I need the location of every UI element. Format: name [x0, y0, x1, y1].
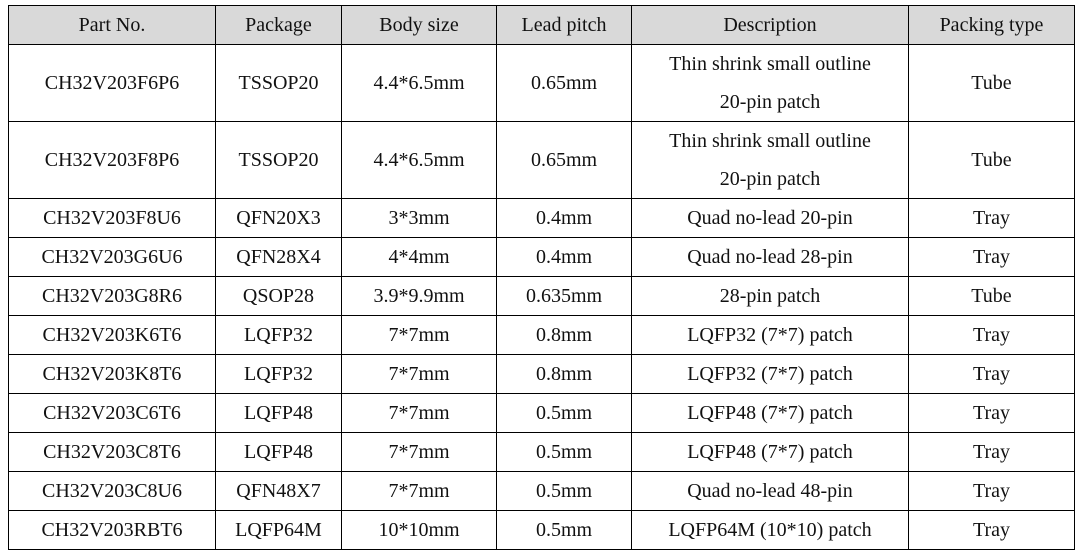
- table-cell: LQFP32: [215, 315, 342, 355]
- table-cell: 4*4mm: [341, 237, 497, 277]
- table-cell: 0.65mm: [496, 121, 632, 199]
- table-cell: LQFP48: [215, 432, 342, 472]
- table-row: CH32V203C8U6 QFN48X7 7*7mm 0.5mm Quad no-lea…: [8, 471, 1075, 511]
- table-cell: 7*7mm: [341, 315, 497, 355]
- table-cell: Tray: [908, 510, 1075, 550]
- header-cell: Description: [631, 5, 909, 45]
- table-row: CH32V203G6U6 QFN28X4 4*4mm 0.4mm Quad no-lea…: [8, 237, 1075, 277]
- table-cell: Tray: [908, 354, 1075, 394]
- table-row: CH32V203F8U6 QFN20X3 3*3mm 0.4mm Quad no-lea…: [8, 198, 1075, 238]
- header-row: Part No. Package Body size Lead pitch Descri…: [8, 5, 1075, 45]
- table-cell: 0.65mm: [496, 44, 632, 122]
- table-cell: QSOP28: [215, 276, 342, 316]
- header-cell: Package: [215, 5, 342, 45]
- table-cell: CH32V203C8T6: [8, 432, 216, 472]
- table-row: CH32V203C6T6 LQFP48 7*7mm 0.5mm LQFP48 (7*7)…: [8, 393, 1075, 433]
- table-cell: 0.5mm: [496, 432, 632, 472]
- table-cell: 7*7mm: [341, 432, 497, 472]
- table-row: CH32V203RBT6 LQFP64M 10*10mm 0.5mm LQFP64M (…: [8, 510, 1075, 550]
- table-cell: LQFP48: [215, 393, 342, 433]
- table-cell: 0.4mm: [496, 237, 632, 277]
- table-cell: 4.4*6.5mm: [341, 44, 497, 122]
- table-cell: 28-pin patch: [631, 276, 909, 316]
- table-cell: 0.635mm: [496, 276, 632, 316]
- table-cell: Quad no-lead 28-pin: [631, 237, 909, 277]
- table-cell: Tray: [908, 198, 1075, 238]
- header-cell: Lead pitch: [496, 5, 632, 45]
- table-cell: 0.4mm: [496, 198, 632, 238]
- table-row: CH32V203F8P6 TSSOP20 4.4*6.5mm 0.65mm Thin s…: [8, 121, 1075, 199]
- table-cell: QFN28X4: [215, 237, 342, 277]
- table-cell: CH32V203F8U6: [8, 198, 216, 238]
- table-cell: CH32V203F8P6: [8, 121, 216, 199]
- table-cell: LQFP64M: [215, 510, 342, 550]
- table-cell: CH32V203K6T6: [8, 315, 216, 355]
- table-cell: CH32V203K8T6: [8, 354, 216, 394]
- table-cell: CH32V203RBT6: [8, 510, 216, 550]
- table-cell: Quad no-lead 20-pin: [631, 198, 909, 238]
- table-cell: Tray: [908, 393, 1075, 433]
- table-cell: 0.5mm: [496, 393, 632, 433]
- table-cell: 7*7mm: [341, 354, 497, 394]
- table-cell: TSSOP20: [215, 121, 342, 199]
- table-cell: CH32V203G6U6: [8, 237, 216, 277]
- part-table: Part No. Package Body size Lead pitch Descri…: [8, 5, 1075, 550]
- table-cell: Tube: [908, 276, 1075, 316]
- table-cell: CH32V203C6T6: [8, 393, 216, 433]
- table-cell: Tube: [908, 121, 1075, 199]
- table-cell: Quad no-lead 48-pin: [631, 471, 909, 511]
- table-cell: LQFP32: [215, 354, 342, 394]
- header-cell: Body size: [341, 5, 497, 45]
- table-cell: LQFP32 (7*7) patch: [631, 315, 909, 355]
- table-cell: CH32V203F6P6: [8, 44, 216, 122]
- table-cell: CH32V203G8R6: [8, 276, 216, 316]
- table-cell: Thin shrink small outline 20-pin patch: [631, 44, 909, 122]
- table-cell: LQFP32 (7*7) patch: [631, 354, 909, 394]
- table-cell: 3.9*9.9mm: [341, 276, 497, 316]
- table-cell: LQFP48 (7*7) patch: [631, 432, 909, 472]
- header-cell: Packing type: [908, 5, 1075, 45]
- table-cell: TSSOP20: [215, 44, 342, 122]
- table-cell: Tray: [908, 432, 1075, 472]
- table-cell: 0.5mm: [496, 471, 632, 511]
- table-cell: 7*7mm: [341, 393, 497, 433]
- table-cell: 0.5mm: [496, 510, 632, 550]
- table-cell: Thin shrink small outline 20-pin patch: [631, 121, 909, 199]
- table-row: CH32V203K6T6 LQFP32 7*7mm 0.8mm LQFP32 (7*7)…: [8, 315, 1075, 355]
- table-row: CH32V203C8T6 LQFP48 7*7mm 0.5mm LQFP48 (7*7)…: [8, 432, 1075, 472]
- table-cell: LQFP48 (7*7) patch: [631, 393, 909, 433]
- table-cell: 0.8mm: [496, 315, 632, 355]
- table-cell: Tray: [908, 237, 1075, 277]
- table-cell: LQFP64M (10*10) patch: [631, 510, 909, 550]
- table-cell: Tray: [908, 315, 1075, 355]
- table-row: CH32V203F6P6 TSSOP20 4.4*6.5mm 0.65mm Thin s…: [8, 44, 1075, 122]
- table-cell: 10*10mm: [341, 510, 497, 550]
- table-cell: 7*7mm: [341, 471, 497, 511]
- table-cell: 3*3mm: [341, 198, 497, 238]
- table-cell: 0.8mm: [496, 354, 632, 394]
- table-cell: Tube: [908, 44, 1075, 122]
- table-row: CH32V203K8T6 LQFP32 7*7mm 0.8mm LQFP32 (7*7)…: [8, 354, 1075, 394]
- table-cell: QFN20X3: [215, 198, 342, 238]
- header-cell: Part No.: [8, 5, 216, 45]
- table-cell: 4.4*6.5mm: [341, 121, 497, 199]
- table-cell: Tray: [908, 471, 1075, 511]
- table-cell: QFN48X7: [215, 471, 342, 511]
- table-row: CH32V203G8R6 QSOP28 3.9*9.9mm 0.635mm 28-pin…: [8, 276, 1075, 316]
- table-cell: CH32V203C8U6: [8, 471, 216, 511]
